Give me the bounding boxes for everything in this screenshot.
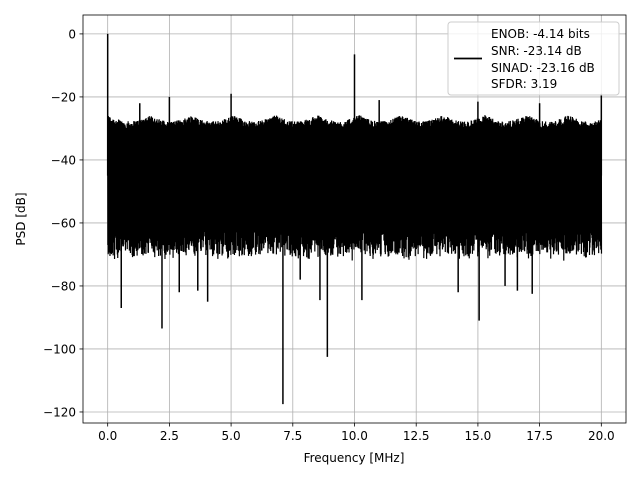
y-tick-label: −100: [43, 342, 76, 356]
x-tick-label: 10.0: [341, 429, 368, 443]
x-tick-label: 0.0: [98, 429, 117, 443]
legend-sinad: SINAD: -23.16 dB: [491, 61, 595, 75]
x-tick-label: 5.0: [222, 429, 241, 443]
y-axis-label: PSD [dB]: [14, 192, 28, 245]
legend-enob: ENOB: -4.14 bits: [491, 27, 590, 41]
legend-box: [447, 21, 620, 96]
x-axis-ticks: 0.0 2.5 5.0 7.5 10.0 12.5 15.0 17.5 20.0: [98, 423, 615, 443]
x-tick-label: 12.5: [403, 429, 430, 443]
x-tick-label: 7.5: [283, 429, 302, 443]
legend-snr: SNR: -23.14 dB: [491, 44, 582, 58]
y-tick-label: −120: [43, 405, 76, 419]
y-tick-label: −20: [51, 90, 76, 104]
y-tick-label: −80: [51, 279, 76, 293]
x-tick-label: 2.5: [160, 429, 179, 443]
y-axis-ticks: 0 −20 −40 −60 −80 −100 −120: [43, 27, 83, 419]
legend-sfdr: SFDR: 3.19: [491, 77, 557, 91]
x-axis-label: Frequency [MHz]: [304, 451, 405, 465]
x-tick-label: 17.5: [526, 429, 553, 443]
y-tick-label: −40: [51, 153, 76, 167]
psd-noise-band: [107, 115, 603, 261]
legend: ENOB: -4.14 bits SNR: -23.14 dB SINAD: -…: [447, 21, 620, 96]
y-tick-label: 0: [68, 27, 76, 41]
x-tick-label: 20.0: [588, 429, 615, 443]
psd-trace: [106, 33, 603, 405]
y-tick-label: −60: [51, 216, 76, 230]
x-tick-label: 15.0: [465, 429, 492, 443]
